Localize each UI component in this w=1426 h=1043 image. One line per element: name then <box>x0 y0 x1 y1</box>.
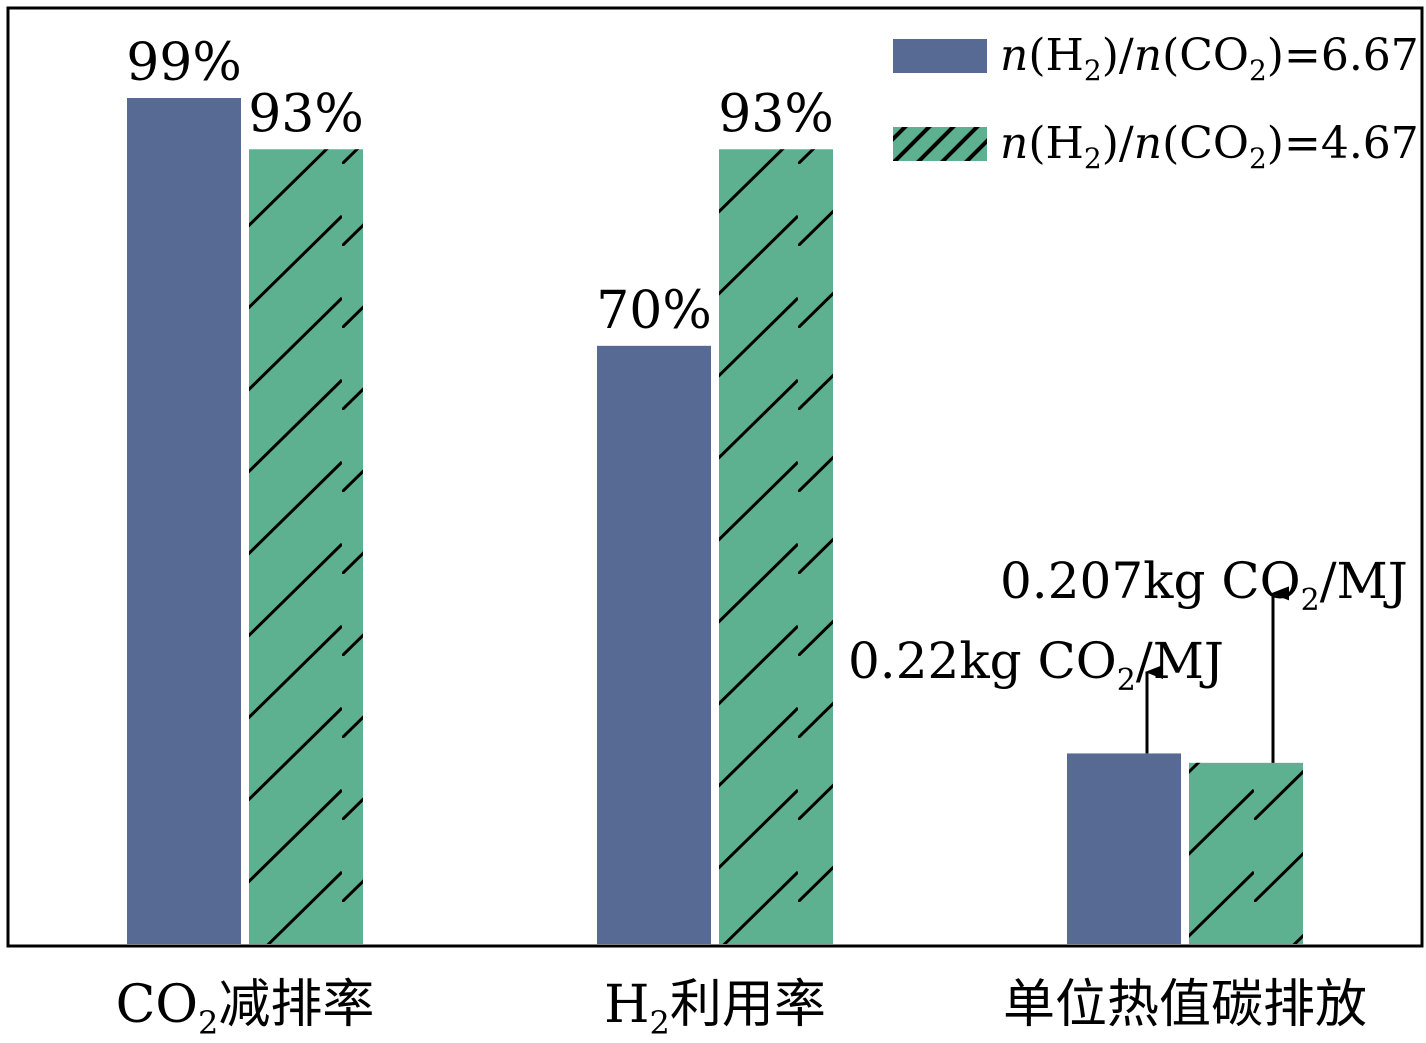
x-tick-main: H <box>604 975 649 1035</box>
data-labels-group: 99%93%70%93% <box>126 33 834 341</box>
bar-hatch-series2-cat3 <box>1189 762 1303 944</box>
annotation-label-series1: 0.22kg CO2/MJ <box>848 632 1224 698</box>
bar-hatch-series2-cat1 <box>249 149 363 945</box>
legend-sep: )/ <box>1102 118 1134 169</box>
legend-n: n <box>1000 30 1028 81</box>
legend-swatch-hatch <box>893 127 987 161</box>
legend-sub: 2 <box>1084 54 1102 87</box>
legend-h: (H <box>1028 118 1084 169</box>
bar-series1-cat3 <box>1067 753 1181 944</box>
legend-co: (CO <box>1162 30 1249 81</box>
annotation-value: 0.207kg CO <box>1000 552 1301 610</box>
bars-group <box>127 98 1303 945</box>
bar-series1-cat2 <box>597 345 711 944</box>
legend-sub: 2 <box>1249 54 1267 87</box>
x-tick-label-h2-utilization: H2利用率 <box>604 975 826 1042</box>
legend-h: (H <box>1028 30 1084 81</box>
x-tick-label-carbon-per-heat: 单位热值碳排放 <box>1003 975 1367 1035</box>
legend-sub: 2 <box>1249 142 1267 175</box>
x-tick-label-co2-reduction: CO2减排率 <box>116 975 375 1042</box>
x-tick-rest: 单位热值碳排放 <box>1003 975 1367 1035</box>
legend-ratio: )=4.67 <box>1267 118 1419 169</box>
plot-frame <box>6 6 1424 948</box>
legend-sub: 2 <box>1084 142 1102 175</box>
annotation-label-series2: 0.207kg CO2/MJ <box>1000 552 1408 618</box>
legend-label-series-2: n(H2)/n(CO2)=4.67 <box>1000 118 1419 175</box>
annotation-sub: 2 <box>1117 663 1136 698</box>
legend: n(H2)/n(CO2)=6.67 n(H2)/n(CO2)=4.67 <box>893 30 1419 175</box>
data-label-series2-cat2: 93% <box>718 84 834 144</box>
x-tick-main: CO <box>116 975 198 1035</box>
annotation-value: 0.22kg CO <box>848 632 1117 690</box>
legend-n: n <box>1000 118 1028 169</box>
x-axis-tick-labels: CO2减排率 H2利用率 单位热值碳排放 <box>116 975 1367 1042</box>
x-tick-sub: 2 <box>198 1004 218 1042</box>
legend-co: (CO <box>1162 118 1249 169</box>
bar-series1-cat1 <box>127 98 241 944</box>
x-tick-rest: 利用率 <box>670 975 826 1035</box>
legend-n: n <box>1134 30 1162 81</box>
bar-hatch-series2-cat2 <box>719 149 833 945</box>
x-tick-sub: 2 <box>649 1004 669 1042</box>
data-label-series1-cat2: 70% <box>596 281 712 341</box>
legend-ratio: )=6.67 <box>1267 30 1419 81</box>
annotations-group: 0.22kg CO2/MJ0.207kg CO2/MJ <box>848 552 1408 763</box>
legend-label-series-1: n(H2)/n(CO2)=6.67 <box>1000 30 1419 87</box>
legend-sep: )/ <box>1102 30 1134 81</box>
data-label-series2-cat1: 93% <box>248 84 364 144</box>
annotation-sub: 2 <box>1301 583 1320 618</box>
annotation-unit: /MJ <box>1136 632 1224 690</box>
x-tick-rest: 减排率 <box>218 975 374 1035</box>
legend-swatch-series-1 <box>893 39 987 73</box>
annotation-unit: /MJ <box>1320 552 1408 610</box>
data-label-series1-cat1: 99% <box>126 33 242 93</box>
legend-n: n <box>1134 118 1162 169</box>
